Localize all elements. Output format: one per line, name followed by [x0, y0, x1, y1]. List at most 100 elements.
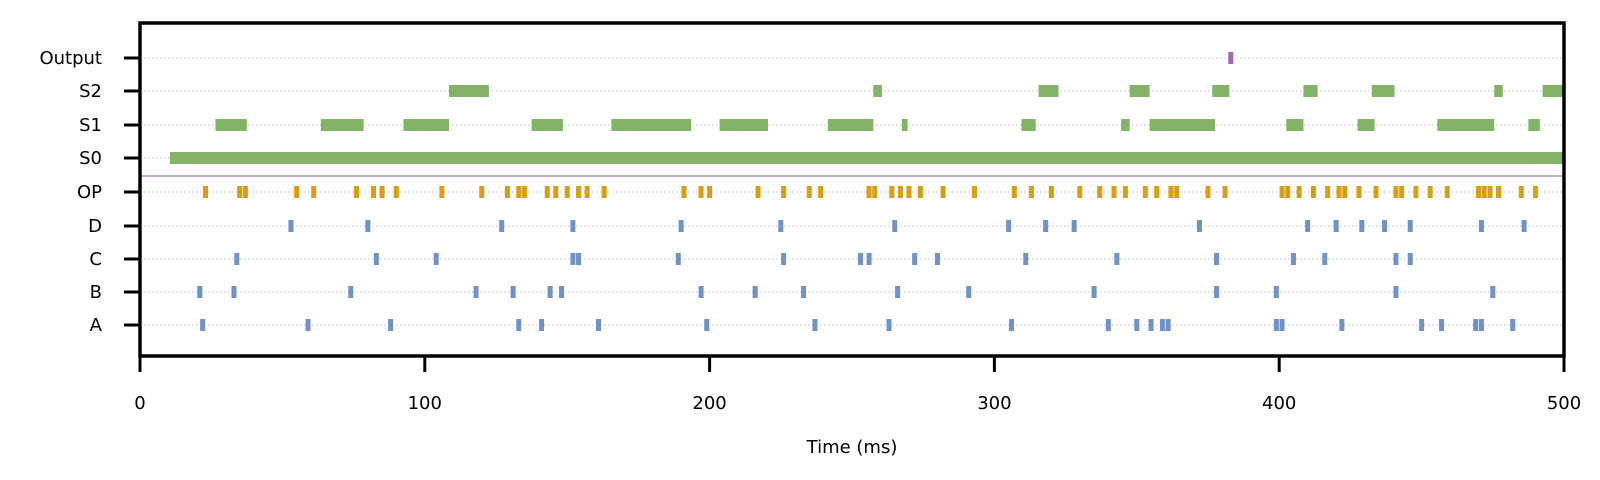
- segment-s1-1: [320, 119, 364, 131]
- spike-op-46: [1205, 186, 1211, 198]
- spike-op-39: [1097, 186, 1103, 198]
- spike-b-15: [1393, 286, 1399, 298]
- spike-op-27: [866, 186, 872, 198]
- spike-op-45: [1174, 186, 1180, 198]
- spike-op-47: [1222, 186, 1228, 198]
- spike-op-49: [1285, 186, 1291, 198]
- spike-a-19: [1439, 319, 1445, 331]
- spike-a-5: [596, 319, 602, 331]
- spike-c-10: [934, 253, 940, 265]
- spike-op-10: [479, 186, 485, 198]
- spike-op-9: [439, 186, 445, 198]
- spike-c-12: [1114, 253, 1120, 265]
- spike-op-4: [311, 186, 317, 198]
- spike-op-21: [698, 186, 704, 198]
- spike-b-9: [801, 286, 807, 298]
- spike-d-4: [678, 220, 684, 232]
- spike-c-14: [1290, 253, 1296, 265]
- spike-op-17: [576, 186, 582, 198]
- spike-op-38: [1077, 186, 1083, 198]
- spike-c-3: [570, 253, 576, 265]
- x-axis: 0 100 200 300 400 500: [134, 356, 1581, 414]
- segment-s1-7: [901, 119, 908, 131]
- spike-op-28: [872, 186, 878, 198]
- spike-op-6: [371, 186, 377, 198]
- spike-op-57: [1393, 186, 1399, 198]
- spike-op-48: [1279, 186, 1285, 198]
- segment-s1-12: [1357, 119, 1375, 131]
- segment-s1-0: [215, 119, 247, 131]
- spike-op-7: [379, 186, 385, 198]
- spike-a-10: [1105, 319, 1111, 331]
- spike-c-8: [866, 253, 872, 265]
- spike-c-5: [675, 253, 681, 265]
- spike-op-33: [940, 186, 946, 198]
- spike-op-25: [806, 186, 812, 198]
- spike-a-7: [812, 319, 818, 331]
- spike-b-7: [698, 286, 704, 298]
- spike-op-26: [818, 186, 824, 198]
- segment-s1-3: [531, 119, 563, 131]
- spike-op-41: [1122, 186, 1128, 198]
- segment-s2-0: [449, 85, 489, 97]
- spike-d-3: [570, 220, 576, 232]
- y-tick-label-b: B: [90, 282, 102, 303]
- spike-d-11: [1305, 220, 1311, 232]
- spike-op-64: [1487, 186, 1493, 198]
- spike-a-2: [388, 319, 394, 331]
- spike-b-6: [559, 286, 565, 298]
- spike-op-66: [1518, 186, 1524, 198]
- grid-lines: [140, 57, 1564, 326]
- segment-s2-7: [1494, 85, 1503, 97]
- spike-op-52: [1325, 186, 1331, 198]
- segment-s2-8: [1542, 85, 1564, 97]
- spike-a-3: [516, 319, 522, 331]
- spike-b-2: [348, 286, 354, 298]
- spike-a-1: [305, 319, 311, 331]
- spike-a-17: [1339, 319, 1345, 331]
- segment-s2-4: [1212, 85, 1230, 97]
- spike-op-37: [1048, 186, 1054, 198]
- spike-d-15: [1407, 220, 1413, 232]
- spike-op-8: [393, 186, 399, 198]
- segment-s1-4: [611, 119, 692, 131]
- spike-op-20: [681, 186, 687, 198]
- segment-s1-10: [1149, 119, 1216, 131]
- spike-a-13: [1159, 319, 1165, 331]
- spike-op-2: [242, 186, 248, 198]
- spike-d-8: [1043, 220, 1049, 232]
- spike-a-21: [1478, 319, 1484, 331]
- spike-b-4: [510, 286, 516, 298]
- spike-op-0: [203, 186, 209, 198]
- segment-s1-5: [719, 119, 768, 131]
- spike-a-9: [1008, 319, 1014, 331]
- spike-b-13: [1214, 286, 1220, 298]
- spike-op-60: [1427, 186, 1433, 198]
- spike-op-30: [897, 186, 903, 198]
- spike-b-11: [966, 286, 972, 298]
- spike-b-8: [752, 286, 758, 298]
- spike-op-63: [1481, 186, 1487, 198]
- segment-s2-6: [1371, 85, 1395, 97]
- spike-a-12: [1148, 319, 1154, 331]
- spike-b-5: [547, 286, 553, 298]
- spike-op-19: [601, 186, 607, 198]
- x-tick-label-100: 100: [408, 393, 442, 414]
- spike-d-16: [1478, 220, 1484, 232]
- spike-a-16: [1279, 319, 1285, 331]
- spike-op-13: [521, 186, 527, 198]
- x-axis-title: Time (ms): [806, 437, 898, 458]
- spike-b-3: [473, 286, 479, 298]
- spike-b-16: [1490, 286, 1496, 298]
- spike-op-16: [564, 186, 570, 198]
- spike-op-18: [584, 186, 590, 198]
- spike-op-23: [755, 186, 761, 198]
- spike-d-9: [1071, 220, 1077, 232]
- spike-d-17: [1521, 220, 1527, 232]
- spike-op-36: [1028, 186, 1034, 198]
- spike-b-1: [231, 286, 237, 298]
- spike-c-13: [1214, 253, 1220, 265]
- spike-op-22: [707, 186, 713, 198]
